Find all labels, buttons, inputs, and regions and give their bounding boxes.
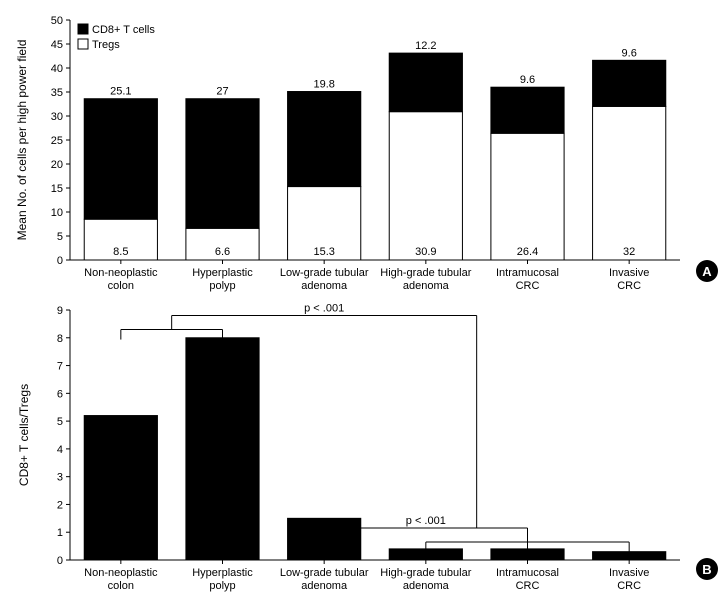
svg-text:26.4: 26.4 — [517, 246, 538, 258]
svg-text:adenoma: adenoma — [403, 280, 450, 292]
svg-text:Hyperplastic: Hyperplastic — [192, 267, 253, 279]
chart-b-svg: 0 1 2 3 4 5 6 7 8 9 CD8+ T cells/Tregs Non-neoplast… — [10, 300, 690, 600]
svg-text:CD8+ T cells: CD8+ T cells — [92, 24, 155, 36]
svg-text:9: 9 — [57, 305, 63, 317]
bar-ratio — [593, 552, 666, 560]
svg-text:35: 35 — [51, 87, 63, 99]
chart-a-svg: 0 5 10 15 20 25 30 35 40 45 50 Mean No. of cells pe… — [10, 10, 690, 300]
svg-text:colon: colon — [108, 580, 134, 592]
svg-text:25.1: 25.1 — [110, 86, 131, 98]
bar-cd8 — [389, 53, 462, 112]
svg-text:CD8+ T cells/Tregs: CD8+ T cells/Tregs — [17, 384, 31, 486]
bar-tregs — [593, 106, 666, 260]
bar-tregs — [491, 133, 564, 260]
svg-text:Intramucosal: Intramucosal — [496, 567, 559, 579]
svg-text:p < .001: p < .001 — [406, 515, 446, 527]
bar-cd8 — [288, 92, 361, 187]
svg-text:High-grade tubular: High-grade tubular — [380, 267, 471, 279]
svg-text:CRC: CRC — [617, 280, 641, 292]
svg-text:9.6: 9.6 — [622, 47, 637, 59]
svg-text:adenoma: adenoma — [301, 280, 348, 292]
svg-text:12.2: 12.2 — [415, 40, 436, 52]
svg-text:30: 30 — [51, 111, 63, 123]
chart-a-container: 0 5 10 15 20 25 30 35 40 45 50 Mean No. of cells pe… — [10, 10, 718, 300]
svg-text:Tregs: Tregs — [92, 39, 120, 51]
svg-text:p < .001: p < .001 — [304, 303, 344, 315]
svg-text:27: 27 — [216, 86, 228, 98]
bar-cd8 — [593, 60, 666, 106]
panel-badge-b: B — [696, 558, 718, 580]
svg-text:25: 25 — [51, 135, 63, 147]
svg-text:4: 4 — [57, 444, 63, 456]
svg-text:0: 0 — [57, 255, 63, 267]
svg-text:8: 8 — [57, 333, 63, 345]
bar-tregs — [389, 112, 462, 260]
svg-text:5: 5 — [57, 231, 63, 243]
svg-text:Invasive: Invasive — [609, 567, 649, 579]
svg-text:CRC: CRC — [516, 580, 540, 592]
svg-text:50: 50 — [51, 15, 63, 27]
svg-text:Low-grade tubular: Low-grade tubular — [280, 567, 369, 579]
svg-text:0: 0 — [57, 555, 63, 567]
svg-text:7: 7 — [57, 361, 63, 373]
svg-text:Invasive: Invasive — [609, 267, 649, 279]
svg-text:15: 15 — [51, 183, 63, 195]
svg-text:colon: colon — [108, 280, 134, 292]
svg-text:1: 1 — [57, 527, 63, 539]
svg-text:2: 2 — [57, 499, 63, 511]
panel-badge-a: A — [696, 260, 718, 282]
svg-text:15.3: 15.3 — [313, 246, 334, 258]
bar-ratio — [84, 416, 157, 560]
svg-text:Low-grade tubular: Low-grade tubular — [280, 267, 369, 279]
bar-cd8 — [491, 87, 564, 133]
chart-b-container: 0 1 2 3 4 5 6 7 8 9 CD8+ T cells/Tregs Non-neoplast… — [10, 300, 718, 600]
svg-text:Hyperplastic: Hyperplastic — [192, 567, 253, 579]
svg-text:20: 20 — [51, 159, 63, 171]
svg-text:9.6: 9.6 — [520, 74, 535, 86]
bar-cd8 — [186, 99, 259, 229]
svg-text:polyp: polyp — [209, 280, 235, 292]
svg-text:adenoma: adenoma — [301, 580, 348, 592]
bar-cd8 — [84, 99, 157, 219]
svg-text:Non-neoplastic: Non-neoplastic — [84, 567, 158, 579]
svg-text:8.5: 8.5 — [113, 246, 128, 258]
svg-text:45: 45 — [51, 39, 63, 51]
svg-text:5: 5 — [57, 416, 63, 428]
svg-text:19.8: 19.8 — [313, 79, 334, 91]
svg-text:adenoma: adenoma — [403, 580, 450, 592]
svg-text:polyp: polyp — [209, 580, 235, 592]
svg-text:CRC: CRC — [617, 580, 641, 592]
svg-text:6: 6 — [57, 388, 63, 400]
svg-text:CRC: CRC — [516, 280, 540, 292]
svg-text:Non-neoplastic: Non-neoplastic — [84, 267, 158, 279]
svg-text:6.6: 6.6 — [215, 246, 230, 258]
svg-text:Mean No. of cells per high pow: Mean No. of cells per high power field — [15, 40, 29, 241]
svg-text:40: 40 — [51, 63, 63, 75]
svg-text:30.9: 30.9 — [415, 246, 436, 258]
svg-text:3: 3 — [57, 472, 63, 484]
bar-ratio — [186, 338, 259, 560]
svg-text:Intramucosal: Intramucosal — [496, 267, 559, 279]
svg-text:32: 32 — [623, 246, 635, 258]
svg-text:High-grade tubular: High-grade tubular — [380, 567, 471, 579]
svg-text:10: 10 — [51, 207, 63, 219]
